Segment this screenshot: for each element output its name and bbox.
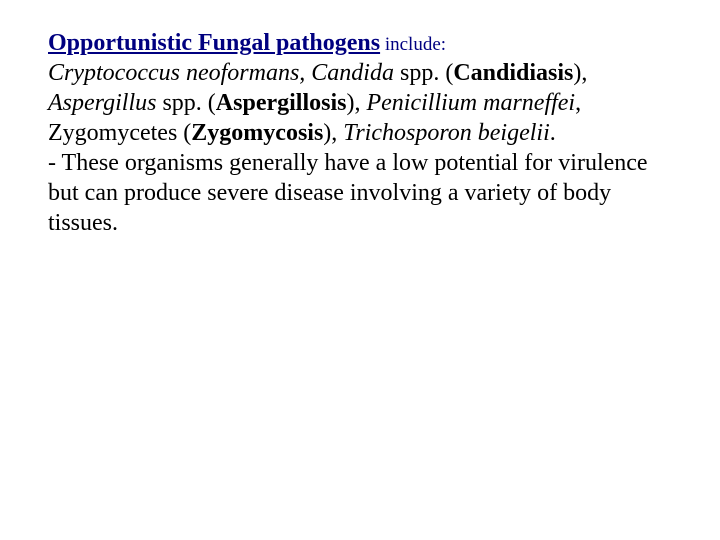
organism-penicillium: Penicillium marneffei bbox=[366, 90, 575, 116]
disease-candidiasis: Candidiasis bbox=[453, 60, 573, 86]
heading-suffix: include: bbox=[380, 34, 446, 55]
organism-text: Cryptococcus neoformans, Candida bbox=[48, 60, 394, 86]
paren-close2: ), bbox=[346, 90, 366, 116]
paren-close3: ), bbox=[323, 120, 343, 146]
period: . bbox=[550, 120, 556, 146]
organism-trichosporon: Trichosporon beigelii bbox=[343, 120, 549, 146]
organism-list: Cryptococcus neoformans, Candida spp. ( C… bbox=[48, 58, 680, 148]
disease-aspergillosis: Aspergillosis bbox=[216, 90, 347, 116]
organism-aspergillus: Aspergillus bbox=[48, 90, 156, 116]
note-text: - These organisms generally have a low p… bbox=[48, 148, 680, 238]
heading-line: Opportunistic Fungal pathogens include: bbox=[48, 28, 680, 58]
text-spp2: spp. ( bbox=[156, 90, 215, 116]
paren-close1: ), bbox=[573, 60, 587, 86]
disease-zygomycosis: Zygomycosis bbox=[191, 120, 323, 146]
text-spp1: spp. bbox=[394, 60, 445, 86]
slide-content: Opportunistic Fungal pathogens include: … bbox=[0, 0, 720, 540]
heading-title: Opportunistic Fungal pathogens bbox=[48, 30, 380, 56]
